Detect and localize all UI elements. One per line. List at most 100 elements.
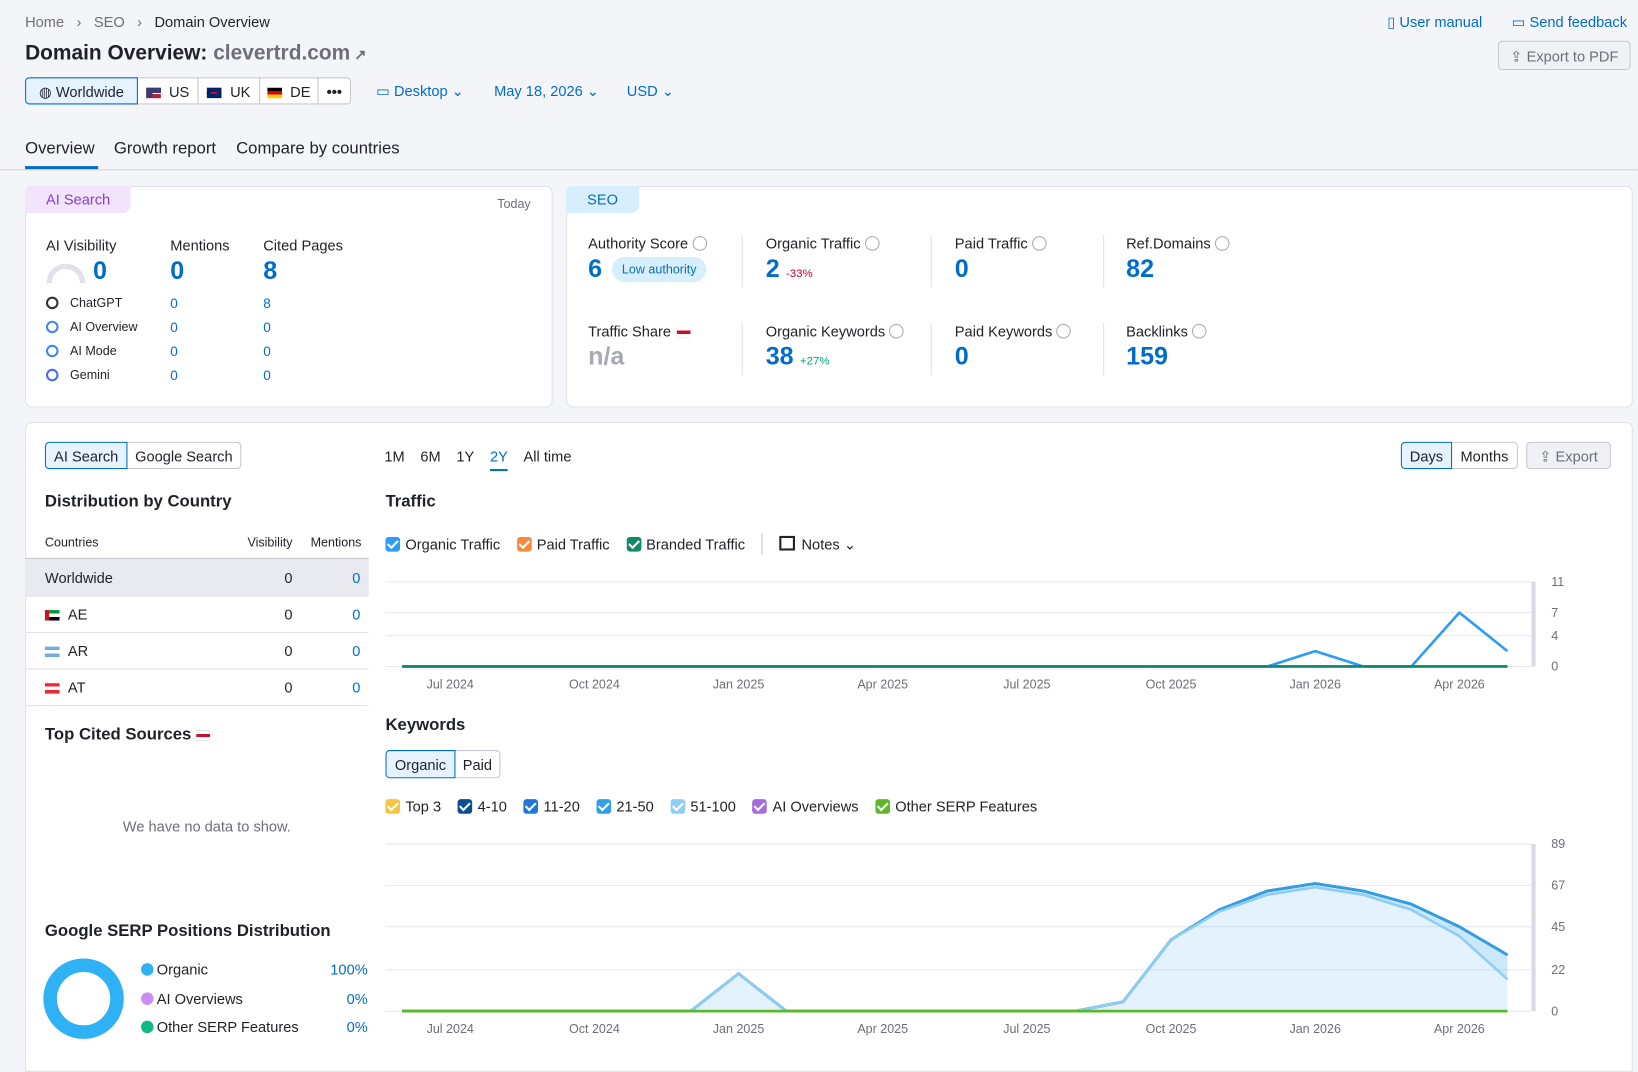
region-button[interactable]: DE	[259, 77, 319, 105]
y-tick-label: 0	[1551, 1004, 1558, 1018]
x-tick-label: Jan 2025	[713, 677, 765, 691]
region-button[interactable]: UK	[197, 77, 261, 105]
toggle-button[interactable]: Organic	[385, 750, 456, 779]
send-feedback[interactable]: ▭ Send feedback	[1511, 13, 1628, 31]
legend-item[interactable]: Branded Traffic	[626, 536, 745, 553]
y-tick-label: 7	[1551, 606, 1558, 620]
badge: AI Search	[25, 185, 132, 214]
row-cited[interactable]: 8	[263, 295, 271, 312]
granularity[interactable]: Months	[1451, 441, 1518, 470]
crumb[interactable]: SEO	[93, 13, 125, 31]
label-text: Authority Score	[588, 235, 689, 252]
row-mentions[interactable]: 0	[170, 319, 178, 336]
value[interactable]: 0	[954, 254, 969, 284]
legend-item[interactable]: Top 3	[385, 798, 441, 815]
value[interactable]: 38	[765, 342, 794, 371]
x-tick-label: Oct 2025	[1146, 1022, 1197, 1036]
legend-label: Branded Traffic	[646, 535, 746, 553]
x-tick-label: Jan 2026	[1289, 1022, 1341, 1036]
granularity[interactable]: Days	[1400, 441, 1453, 470]
value[interactable]: 6	[588, 254, 603, 284]
user-manual[interactable]: ▯ User manual	[1387, 13, 1483, 31]
info-icon	[1192, 323, 1207, 339]
legend-label: Paid Traffic	[536, 535, 610, 553]
value[interactable]: 82	[1126, 254, 1155, 284]
table-row: Worldwide 0 0	[25, 558, 369, 597]
legend-item[interactable]: Organic Traffic	[385, 536, 500, 553]
range[interactable]: 6M	[420, 448, 441, 465]
metric-label: Organic Keywords	[765, 322, 905, 340]
tab[interactable]: Overview	[25, 139, 95, 158]
row-mentions[interactable]: 0	[170, 295, 178, 312]
range[interactable]: 1Y	[456, 448, 475, 465]
toggle-button[interactable]: AI Search	[44, 441, 128, 470]
section-title: Keywords	[385, 716, 466, 735]
mentions[interactable]: 0	[352, 642, 361, 660]
country: AR	[44, 642, 88, 659]
region-button[interactable]: ◍ Worldwide	[25, 77, 138, 105]
section-title: Google SERP Positions Distribution	[44, 922, 331, 941]
value[interactable]: 2	[765, 254, 780, 284]
title-text: Domain Overview:	[25, 41, 208, 65]
value[interactable]: 0	[954, 342, 969, 371]
toggle-button[interactable]: Google Search	[126, 441, 242, 470]
legend-item[interactable]: AI Overviews	[752, 798, 859, 815]
row-cited[interactable]: 0	[263, 319, 271, 336]
breadcrumb: Home › SEO › Domain Overview	[25, 14, 270, 31]
label-text: Organic Keywords	[765, 322, 886, 340]
x-tick-label: Apr 2026	[1434, 1022, 1485, 1036]
date-select[interactable]: May 18, 2026 ⌄	[494, 82, 600, 100]
mentions[interactable]: 0	[352, 605, 361, 623]
metric-label: Paid Keywords	[955, 323, 1072, 340]
tab[interactable]: Compare by countries	[236, 139, 400, 158]
label-text: Paid Traffic	[954, 235, 1028, 252]
region-button[interactable]: US	[136, 77, 199, 105]
range[interactable]: 1M	[384, 448, 405, 465]
range[interactable]: 2Y	[489, 448, 508, 472]
crumb[interactable]: Home	[25, 13, 65, 31]
legend-label: Other SERP Features	[895, 798, 1038, 815]
country-name: AT	[67, 679, 86, 696]
currency-select[interactable]: USD ⌄	[626, 82, 674, 100]
decoration	[267, 87, 282, 99]
metric-label: Mentions	[170, 237, 230, 254]
mentions[interactable]: 0	[352, 679, 361, 696]
metric-value: 0	[92, 256, 107, 286]
decoration: ↗	[350, 45, 367, 63]
crumb: Domain Overview	[154, 13, 270, 31]
more-regions[interactable]: •••	[317, 77, 351, 105]
export[interactable]: ⇪ Export	[1526, 441, 1611, 470]
range[interactable]: All time	[523, 448, 572, 465]
section-title: Distribution by Country	[44, 493, 232, 511]
metric-label: Backlinks	[1126, 323, 1207, 340]
mentions[interactable]: 0	[352, 569, 361, 587]
x-tick-label: Jan 2026	[1289, 677, 1341, 691]
value[interactable]: 159	[1126, 342, 1168, 371]
export-pdf[interactable]: ⇪ Export to PDF	[1498, 40, 1631, 70]
legend-item[interactable]: 11-20	[523, 798, 580, 815]
legend-item[interactable]: Paid Traffic	[516, 535, 610, 553]
toggle-button[interactable]: Paid	[454, 750, 501, 779]
label-text: Backlinks	[1126, 322, 1188, 340]
checkbox	[516, 536, 532, 552]
legend-item[interactable]: Other SERP Features	[875, 798, 1037, 815]
device-select[interactable]: ▭ Desktop ⌄	[376, 82, 464, 100]
domain[interactable]: clevertrd.com	[213, 41, 351, 65]
metric-label: Ref.Domains	[1126, 235, 1230, 252]
region-text: Worldwide	[55, 83, 124, 101]
row-icon	[45, 344, 59, 358]
row-mentions[interactable]: 0	[170, 343, 178, 360]
row-cited[interactable]: 0	[263, 367, 271, 384]
traffic-chart: 0 4 7 11 Jul 2024 Oct 2024 Jan 2025 Apr 2025 Jul…	[385, 575, 1564, 691]
legend-item[interactable]: 51-100	[670, 798, 736, 815]
value[interactable]: n/a	[588, 342, 625, 371]
notes[interactable]: Notes ⌄	[779, 535, 856, 553]
metric-value: 2 -33%	[766, 255, 813, 284]
legend-item[interactable]: 21-50	[596, 798, 654, 815]
row-cited[interactable]: 0	[263, 343, 271, 360]
legend-item[interactable]: 4-10	[457, 798, 507, 815]
country-rows: Worldwide 0 0 AE 0 0 AR 0 0 AT 0 0	[25, 557, 369, 707]
decoration: ›	[76, 13, 82, 31]
row-mentions[interactable]: 0	[170, 367, 178, 384]
tab[interactable]: Growth report	[113, 139, 217, 158]
